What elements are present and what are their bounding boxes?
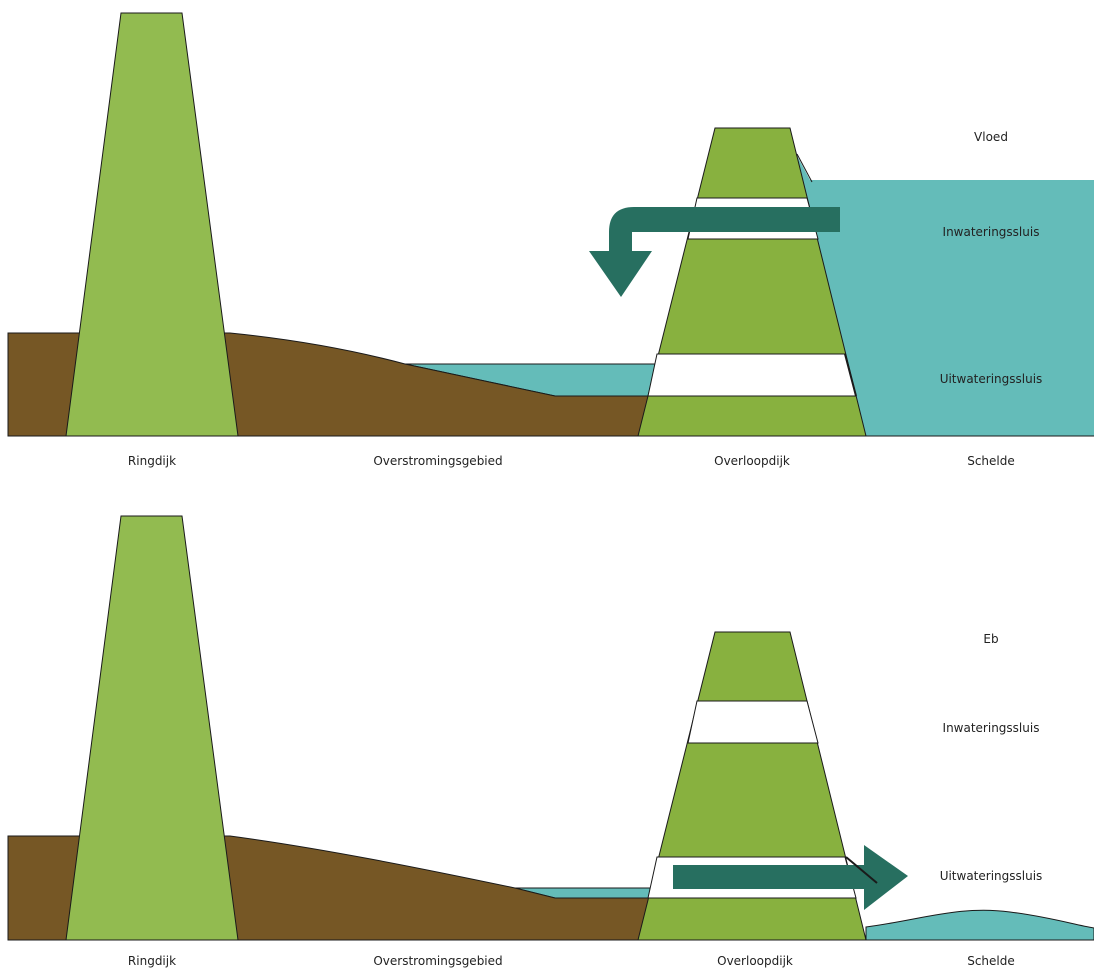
state-label: Vloed <box>974 130 1008 144</box>
outlet-gate-flap <box>845 856 878 884</box>
label-schelde: Schelde <box>967 954 1015 968</box>
overloopdijk-edge <box>796 153 813 183</box>
label-ringdijk: Ringdijk <box>128 454 176 468</box>
ringdijk <box>65 12 239 437</box>
inlet-sluice <box>687 700 819 744</box>
outflow-arrow <box>673 845 908 910</box>
state-label: Eb <box>983 632 998 646</box>
inlet-label: Inwateringssluis <box>943 225 1040 239</box>
inflow-arrow <box>589 207 840 297</box>
inlet-label: Inwateringssluis <box>943 721 1040 735</box>
outlet-label: Uitwateringssluis <box>940 869 1043 883</box>
label-overloopdijk: Overloopdijk <box>714 454 790 468</box>
outlet-label: Uitwateringssluis <box>940 372 1043 386</box>
label-ringdijk: Ringdijk <box>128 954 176 968</box>
label-schelde: Schelde <box>967 454 1015 468</box>
label-overloopdijk: Overloopdijk <box>717 954 793 968</box>
ringdijk <box>65 515 239 941</box>
outlet-sluice <box>647 353 857 397</box>
label-overstromingsgebied: Overstromingsgebied <box>373 954 502 968</box>
schelde-water-high <box>795 152 1094 436</box>
outlet-gate-flap <box>844 353 857 397</box>
panel-ebb: Eb Inwateringssluis Uitwateringssluis Ri… <box>7 515 1094 968</box>
label-overstromingsgebied: Overstromingsgebied <box>373 454 502 468</box>
schelde-water-low <box>865 909 1094 941</box>
panel-flood: Vloed Inwateringssluis Uitwateringssluis… <box>7 12 1094 468</box>
